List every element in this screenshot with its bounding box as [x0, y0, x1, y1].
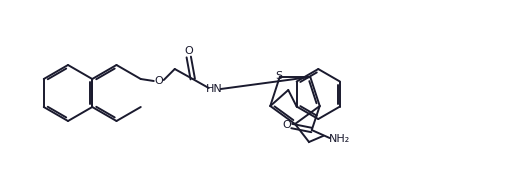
Text: S: S: [275, 71, 281, 81]
Text: NH₂: NH₂: [328, 134, 350, 144]
Text: O: O: [282, 120, 291, 130]
Text: HN: HN: [206, 84, 222, 94]
Text: O: O: [184, 46, 193, 56]
Text: O: O: [154, 76, 163, 86]
